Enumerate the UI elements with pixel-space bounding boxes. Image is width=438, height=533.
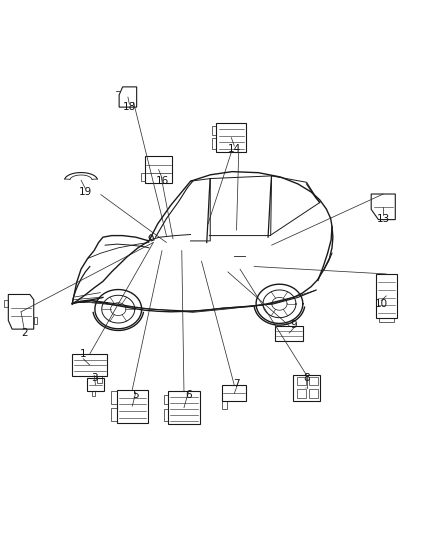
Text: 18: 18 — [123, 102, 136, 111]
Bar — [309, 389, 318, 398]
Bar — [111, 391, 117, 405]
Bar — [117, 390, 148, 423]
Bar — [309, 377, 318, 385]
Text: 6: 6 — [185, 391, 192, 400]
Text: 1: 1 — [80, 350, 87, 359]
Text: 10: 10 — [374, 299, 388, 309]
Bar — [92, 391, 95, 397]
Bar — [72, 354, 107, 376]
Bar — [87, 378, 104, 391]
Bar — [34, 317, 37, 324]
Bar — [275, 326, 304, 341]
Bar — [145, 156, 172, 183]
Text: 13: 13 — [377, 214, 390, 223]
Text: 16: 16 — [155, 176, 169, 186]
Bar — [97, 376, 102, 383]
Text: 5: 5 — [132, 391, 139, 400]
Bar — [223, 385, 247, 401]
Bar — [379, 318, 394, 322]
Text: 19: 19 — [79, 187, 92, 197]
Bar — [168, 391, 200, 424]
Bar — [223, 401, 227, 409]
Bar — [111, 408, 117, 421]
Bar — [141, 173, 145, 181]
Bar — [297, 389, 306, 398]
Bar — [212, 138, 216, 149]
Text: 14: 14 — [228, 144, 241, 154]
Text: 2: 2 — [21, 328, 28, 338]
Bar — [164, 409, 168, 421]
Bar — [164, 394, 168, 405]
Text: 8: 8 — [303, 374, 310, 383]
Bar — [4, 300, 8, 306]
Bar — [376, 274, 397, 318]
Bar — [297, 377, 306, 385]
Text: 9: 9 — [290, 320, 297, 330]
Bar — [216, 123, 246, 152]
Bar — [212, 126, 216, 135]
Bar — [293, 375, 320, 401]
Text: 7: 7 — [233, 379, 240, 389]
Text: 3: 3 — [91, 374, 98, 383]
